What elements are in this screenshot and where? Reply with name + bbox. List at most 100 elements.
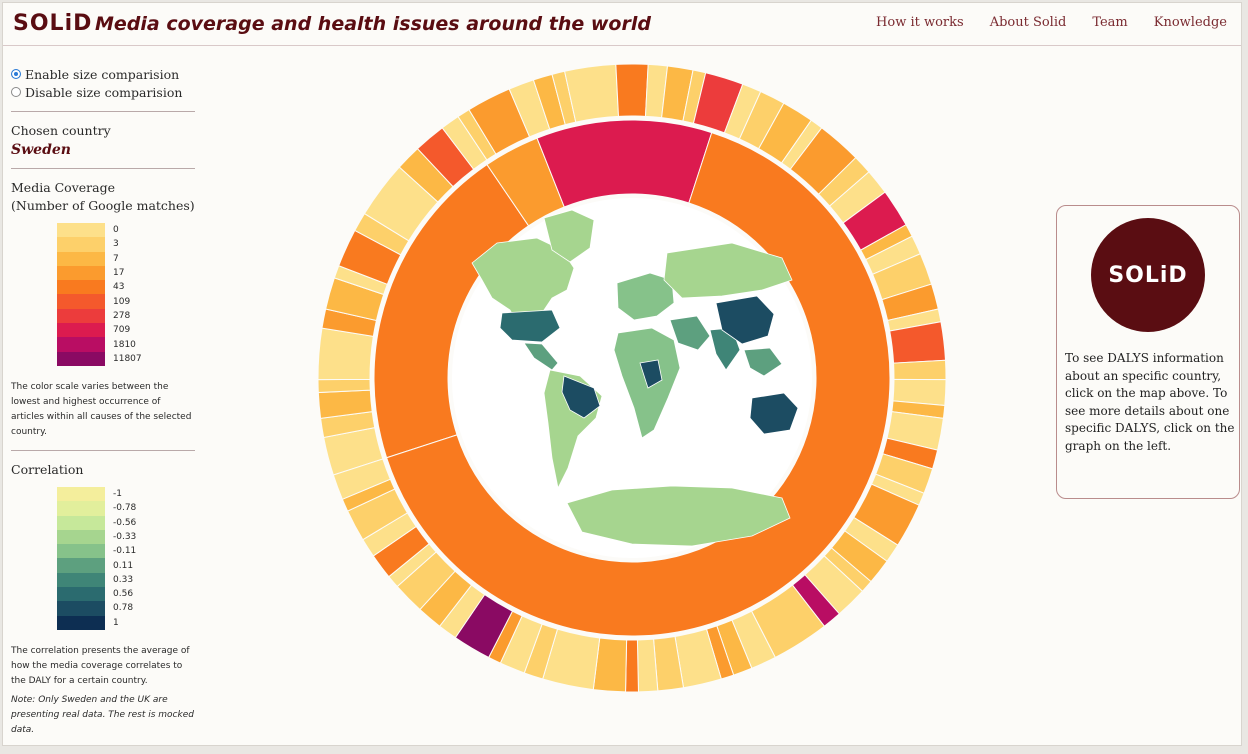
media-coverage-subtitle: (Number of Google matches) [11,198,195,213]
southeast-asia-map[interactable] [743,347,783,377]
chosen-country-label: Chosen country [11,123,111,138]
media-legend-swatch [57,265,105,281]
top-navigation-bar: SOLiD Media coverage and health issues a… [3,3,1241,46]
nav-knowledge[interactable]: Knowledge [1153,15,1227,30]
correlation-legend-swatch [57,501,105,516]
correlation-legend-label: -0.56 [113,517,137,528]
brazil-map[interactable] [561,375,601,419]
sunburst-chart[interactable] [312,58,952,698]
correlation-legend-row: 0.78 [57,601,195,616]
media-legend-swatch [57,323,105,338]
middle-east-map[interactable] [669,315,711,351]
correlation-legend-swatch [57,486,105,502]
correlation-legend-label: -0.11 [113,546,137,557]
info-text: To see DALYS information about an specif… [1065,351,1235,453]
media-legend-swatch [57,223,105,238]
media-legend-row: 7 [57,251,195,266]
correlation-legend-row: 1 [57,615,195,630]
disable-size-comparison-option[interactable]: Disable size comparision [11,83,195,101]
nav-about-solid[interactable]: About Solid [989,15,1067,30]
outer-ring-segment[interactable] [332,458,391,500]
correlation-legend-swatch [57,515,105,530]
media-coverage-legend: 0 3 7 17 43 109 278 709 1810 11807 [57,223,195,366]
media-legend-row: 0 [57,223,195,238]
divider [11,168,195,169]
chosen-country-value: Sweden [11,142,71,158]
solid-badge-text: SOLiD [1108,262,1188,288]
greenland-map[interactable] [543,209,595,263]
enable-size-comparison-option[interactable]: Enable size comparision [11,65,195,83]
media-legend-row: 11807 [57,351,195,366]
correlation-legend-swatch [57,544,105,559]
media-legend-label: 709 [113,325,131,336]
outer-ring-segment[interactable] [615,63,649,117]
correlation-legend-swatch [57,615,105,630]
europe-map[interactable] [616,272,675,321]
nav-team[interactable]: Team [1092,15,1128,30]
divider [11,111,195,112]
media-coverage-title: Media Coverage [11,180,115,195]
correlation-legend-label: 0.11 [113,560,134,571]
solid-logo[interactable]: SOLiD [13,11,93,36]
north-america-map[interactable] [471,237,575,329]
media-legend-row: 709 [57,323,195,338]
mock-data-note: Note: Only Sweden and the UK are present… [11,694,194,735]
radio-enable-selected[interactable] [11,69,21,79]
media-legend-swatch [57,351,105,366]
outer-ring-segment[interactable] [893,359,947,381]
correlation-title: Correlation [11,461,84,477]
correlation-legend-row: -0.11 [57,544,195,559]
media-legend-swatch [57,308,105,324]
media-legend-row: 3 [57,237,195,252]
media-legend-swatch [57,237,105,252]
central-africa-map[interactable] [639,359,663,389]
media-legend-row: 17 [57,265,195,281]
media-legend-label: 109 [113,296,131,307]
media-legend-label: 278 [113,310,131,321]
outer-ring-segment[interactable] [317,378,371,394]
china-map[interactable] [715,295,775,345]
media-coverage-note: The color scale varies between the lowes… [11,381,192,437]
correlation-legend-row: 0.56 [57,587,195,602]
left-sidebar: Enable size comparision Disable size com… [11,65,195,738]
correlation-legend: -1 -0.78 -0.56 -0.33 -0.11 0.11 0.33 0.56 0.78 1 [57,486,195,630]
correlation-legend-row: -0.33 [57,529,195,545]
media-legend-swatch [57,280,105,295]
media-legend-label: 43 [113,282,125,293]
media-legend-row: 43 [57,280,195,295]
australia-map[interactable] [749,392,799,435]
correlation-legend-swatch [57,529,105,545]
media-legend-label: 11807 [113,353,142,364]
russia-map[interactable] [663,242,793,299]
sunburst-svg[interactable] [312,58,952,698]
correlation-legend-swatch [57,601,105,616]
correlation-legend-row: -0.56 [57,515,195,530]
radio-disable[interactable] [11,87,21,97]
outer-ring-segment[interactable] [625,639,639,693]
inner-ring-segment[interactable] [536,119,713,208]
divider [11,449,195,451]
media-legend-label: 3 [113,239,119,250]
correlation-legend-label: 0.78 [113,603,134,614]
media-legend-row: 278 [57,308,195,324]
correlation-legend-label: 0.56 [113,589,134,600]
correlation-note: The correlation presents the average of … [11,645,190,686]
page-title: Media coverage and health issues around … [95,13,651,35]
central-america-map[interactable] [523,342,559,371]
antarctica-map[interactable] [566,485,791,547]
correlation-legend-row: 0.33 [57,572,195,588]
media-legend-swatch [57,337,105,352]
media-legend-label: 1810 [113,339,136,350]
media-legend-label: 17 [113,268,125,279]
correlation-legend-swatch [57,587,105,602]
outer-ring-segment[interactable] [317,327,374,381]
usa-map[interactable] [499,309,561,343]
radio-disable-label: Disable size comparision [25,84,183,100]
correlation-legend-label: -1 [113,489,122,500]
info-panel: SOLiD To see DALYS information about an … [1056,205,1240,499]
nav-how-it-works[interactable]: How it works [876,15,964,30]
solid-badge-logo: SOLiD [1091,218,1205,332]
media-legend-swatch [57,294,105,309]
correlation-legend-label: -0.78 [113,503,137,514]
